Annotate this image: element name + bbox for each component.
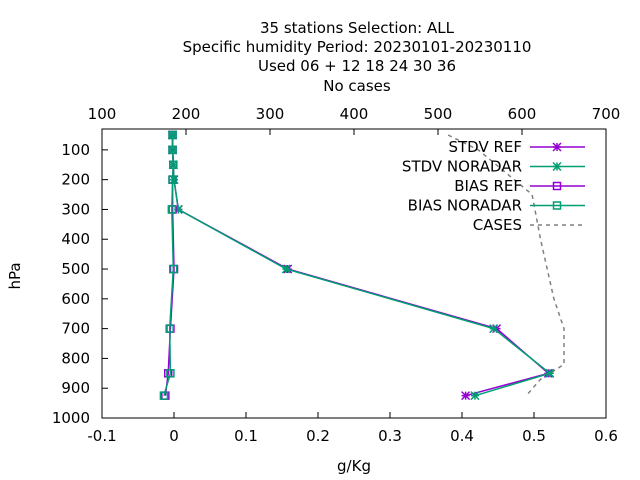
x2-tick-label: 400 — [340, 105, 369, 123]
x-tick-label: 0.5 — [522, 427, 546, 445]
x2-tick-label: 200 — [172, 105, 201, 123]
plot-frame — [101, 128, 607, 419]
x2-tick-label: 500 — [424, 105, 453, 123]
data-point-stroke — [545, 368, 555, 378]
legend-label: STDV REF — [448, 138, 522, 156]
x2-tick-label: 700 — [592, 105, 621, 123]
y-tick-label: 100 — [61, 141, 90, 159]
y-tick-label: 300 — [61, 200, 90, 218]
title-line-4: No cases — [323, 77, 391, 95]
data-point — [552, 181, 562, 191]
y-tick-label: 600 — [61, 290, 90, 308]
x-tick-label: 0.1 — [234, 427, 258, 445]
y-axis-label: hPa — [6, 262, 24, 289]
legend-label: BIAS REF — [454, 177, 522, 195]
legend-label: CASES — [473, 216, 522, 234]
title-line-3: Used 06 + 12 18 24 30 36 — [258, 57, 456, 75]
y-tick-label: 800 — [61, 349, 90, 367]
y-tick-label: 900 — [61, 379, 90, 397]
data-point — [159, 391, 169, 400]
x-tick-label: 0 — [169, 427, 179, 445]
data-point-stroke — [552, 161, 562, 172]
title-line-2: Specific humidity Period: 20230101-20230… — [183, 38, 532, 56]
data-point-stroke — [489, 324, 499, 334]
data-point — [166, 369, 175, 378]
x-tick-label: 0.4 — [450, 427, 474, 445]
x-tick-label: 0.3 — [378, 427, 402, 445]
y-tick-label: 500 — [61, 260, 90, 278]
data-point-stroke — [470, 391, 480, 401]
data-point — [169, 264, 178, 274]
data-point — [552, 142, 562, 152]
data-point — [168, 175, 177, 184]
y-tick-label: 400 — [61, 230, 90, 248]
data-point — [167, 205, 177, 214]
data-point-stroke — [552, 142, 562, 152]
series-cases — [447, 134, 565, 397]
data-point — [165, 324, 174, 333]
y-tick-label: 700 — [61, 320, 90, 338]
x-tick-label: 0.2 — [306, 427, 330, 445]
x2-tick-label: 100 — [88, 105, 117, 123]
legend-item: STDV NORADAR — [402, 158, 585, 176]
axes: -0.1 0 0.1 0.2 0.3 0.4 0.5 0.6 100 200 300 400 500 60… — [52, 105, 621, 445]
data-point-stroke — [168, 130, 178, 140]
x2-tick-label: 600 — [508, 105, 537, 123]
data-point-stroke — [281, 264, 291, 274]
series-bias-noradar — [159, 130, 178, 400]
data-point — [545, 368, 555, 378]
y-tick-label: 1000 — [52, 409, 90, 427]
legend-item: CASES — [473, 216, 585, 234]
x-tick-label: 0.6 — [594, 427, 618, 445]
legend-label: BIAS NORADAR — [408, 197, 522, 215]
chart-title: 35 stations Selection: ALL Specific humi… — [183, 19, 532, 95]
data-point — [169, 160, 178, 170]
x-tick-label: -0.1 — [87, 427, 116, 445]
y-tick-label: 200 — [61, 171, 90, 189]
data-point — [461, 391, 471, 401]
series-line — [163, 135, 175, 396]
data-point — [552, 161, 562, 172]
title-line-1: 35 stations Selection: ALL — [260, 19, 455, 37]
data-point — [281, 264, 291, 274]
x2-tick-label: 300 — [256, 105, 285, 123]
data-point — [168, 130, 177, 140]
data-point — [470, 391, 480, 401]
legend-item: STDV REF — [448, 138, 585, 156]
data-point — [552, 201, 562, 210]
legend-item: BIAS NORADAR — [408, 197, 585, 215]
legend-label: STDV NORADAR — [402, 158, 522, 176]
series-layer — [159, 130, 565, 401]
data-point — [489, 324, 499, 334]
data-point-stroke — [461, 391, 471, 401]
x-axis-label: g/Kg — [337, 457, 371, 475]
series-line — [447, 134, 565, 397]
data-point — [168, 145, 177, 155]
legend-item: BIAS REF — [454, 177, 585, 195]
